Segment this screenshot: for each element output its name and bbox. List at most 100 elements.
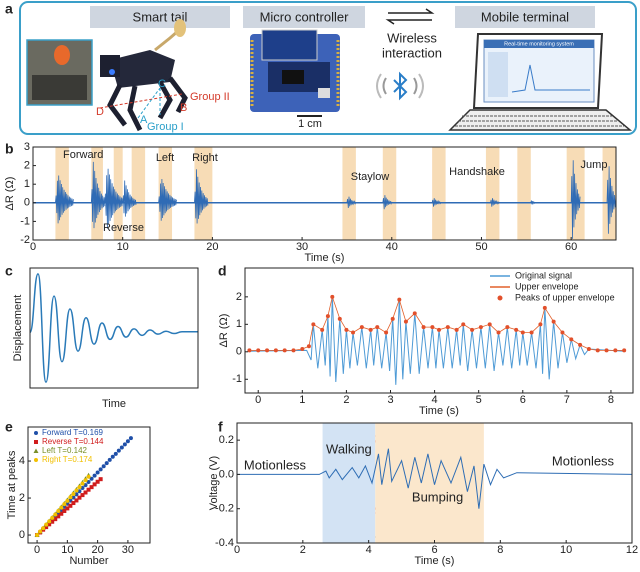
displacement-curve xyxy=(29,273,198,383)
y-tick-label: 0 xyxy=(24,197,30,209)
point xyxy=(77,495,82,500)
envelope-line xyxy=(249,295,625,351)
signal-burst xyxy=(530,200,536,206)
peak-marker xyxy=(397,297,402,302)
peak-marker xyxy=(487,322,492,327)
peak-marker xyxy=(291,348,296,353)
robot-dog xyxy=(99,19,188,132)
panel: b Time (s) ΔR (Ω) 0 10 20 30 40 50 60 -2 -1 0 1 2 3 Forw… xyxy=(4,141,617,264)
peak-marker xyxy=(586,347,591,352)
point xyxy=(77,485,82,490)
event-label: Jump xyxy=(581,159,608,171)
peak-marker xyxy=(430,325,435,330)
point xyxy=(86,474,91,479)
legend-label: Forward T=0.169 xyxy=(42,428,104,437)
panel: d Time (s) ΔR (Ω) 0 1 2 3 4 5 6 7 8 -1 0 1 2 Original si… xyxy=(218,263,634,417)
point xyxy=(113,451,118,456)
y-tick-label: 1 xyxy=(24,178,30,190)
header: Micro controller xyxy=(260,9,350,24)
axes-frame xyxy=(244,267,634,394)
point xyxy=(119,445,124,450)
y-tick-label: 0 xyxy=(19,529,25,541)
x-tick-label: 40 xyxy=(386,241,398,253)
x-axis-label: Time (s) xyxy=(305,252,345,264)
y-tick-label: 0.0 xyxy=(219,468,234,480)
highlight-band xyxy=(485,147,500,240)
circuit-board xyxy=(250,29,340,112)
x-tick-label: 4 xyxy=(432,394,438,406)
peak-marker xyxy=(320,327,325,332)
peak-marker xyxy=(560,330,565,335)
peak-marker xyxy=(514,327,519,332)
x-tick-label: 7 xyxy=(564,394,570,406)
x-tick-label: 8 xyxy=(608,394,614,406)
peak-marker xyxy=(496,330,501,335)
peak-marker xyxy=(282,348,287,353)
y-tick-label: -2 xyxy=(20,234,30,246)
region-label: Walking xyxy=(326,441,372,456)
point xyxy=(98,477,103,482)
peak-marker xyxy=(454,327,459,332)
y-tick-label: 4 xyxy=(19,455,25,467)
legend-swatch xyxy=(497,295,503,301)
point xyxy=(95,479,100,484)
wireless-label: Wireless xyxy=(387,30,437,45)
x-tick-label: 6 xyxy=(520,394,526,406)
x-tick-label: 10 xyxy=(61,544,73,556)
panel-letter: b xyxy=(5,141,14,157)
x-tick-label: 3 xyxy=(387,394,393,406)
point xyxy=(34,440,38,444)
point xyxy=(50,519,55,524)
signal-burst xyxy=(489,198,500,207)
y-tick-label: 1 xyxy=(236,318,242,330)
peak-marker xyxy=(613,348,618,353)
peak-marker xyxy=(520,330,525,335)
x-axis-label: Time (s) xyxy=(419,405,459,417)
y-axis-label: ΔR (Ω) xyxy=(218,314,230,348)
point xyxy=(86,479,91,484)
y-tick-label: 3 xyxy=(24,141,30,153)
point xyxy=(65,506,70,511)
header-box xyxy=(90,6,230,28)
peak-marker xyxy=(311,322,316,327)
event-label: Right xyxy=(192,152,218,164)
header: Mobile terminal xyxy=(481,9,569,24)
group-label: Group I xyxy=(147,121,184,133)
x-tick-label: 0 xyxy=(255,394,261,406)
panel: c Time Displacement xyxy=(5,263,199,410)
x-tick-label: 0 xyxy=(34,544,40,556)
point-label: C xyxy=(158,78,166,90)
axes-frame xyxy=(27,426,151,544)
state-label: Motionless xyxy=(552,453,615,468)
signal-burst xyxy=(90,161,106,229)
peak-marker xyxy=(445,325,450,330)
bluetooth-icon xyxy=(376,71,424,101)
header: Smart tail xyxy=(133,9,188,24)
peak-marker xyxy=(421,325,426,330)
peak-marker xyxy=(604,348,609,353)
x-tick-label: 2 xyxy=(343,394,349,406)
point xyxy=(38,529,43,534)
x-tick-label: 20 xyxy=(206,241,218,253)
x-tick-label: 60 xyxy=(565,241,577,253)
y-axis-label: Time at peaks xyxy=(6,450,18,519)
panel-a: a Smart tail Micro controller Mobile ter… xyxy=(5,1,637,135)
plot-area xyxy=(247,294,627,385)
photo-detail xyxy=(32,75,87,100)
point xyxy=(95,470,100,475)
region-label: Bumping xyxy=(412,489,463,504)
peak-marker xyxy=(330,294,335,299)
signal-burst xyxy=(158,178,177,221)
voltage-line xyxy=(237,448,633,509)
event-label: Reverse xyxy=(103,222,144,234)
point xyxy=(83,490,88,495)
state-label: Motionless xyxy=(244,457,307,472)
point xyxy=(74,498,79,503)
legend-label: Reverse T=0.144 xyxy=(42,437,104,446)
x-tick-label: 10 xyxy=(117,241,129,253)
signal-line xyxy=(249,296,625,385)
point xyxy=(101,464,106,469)
x-tick-label: 50 xyxy=(475,241,487,253)
panel-letter: f xyxy=(218,419,223,435)
